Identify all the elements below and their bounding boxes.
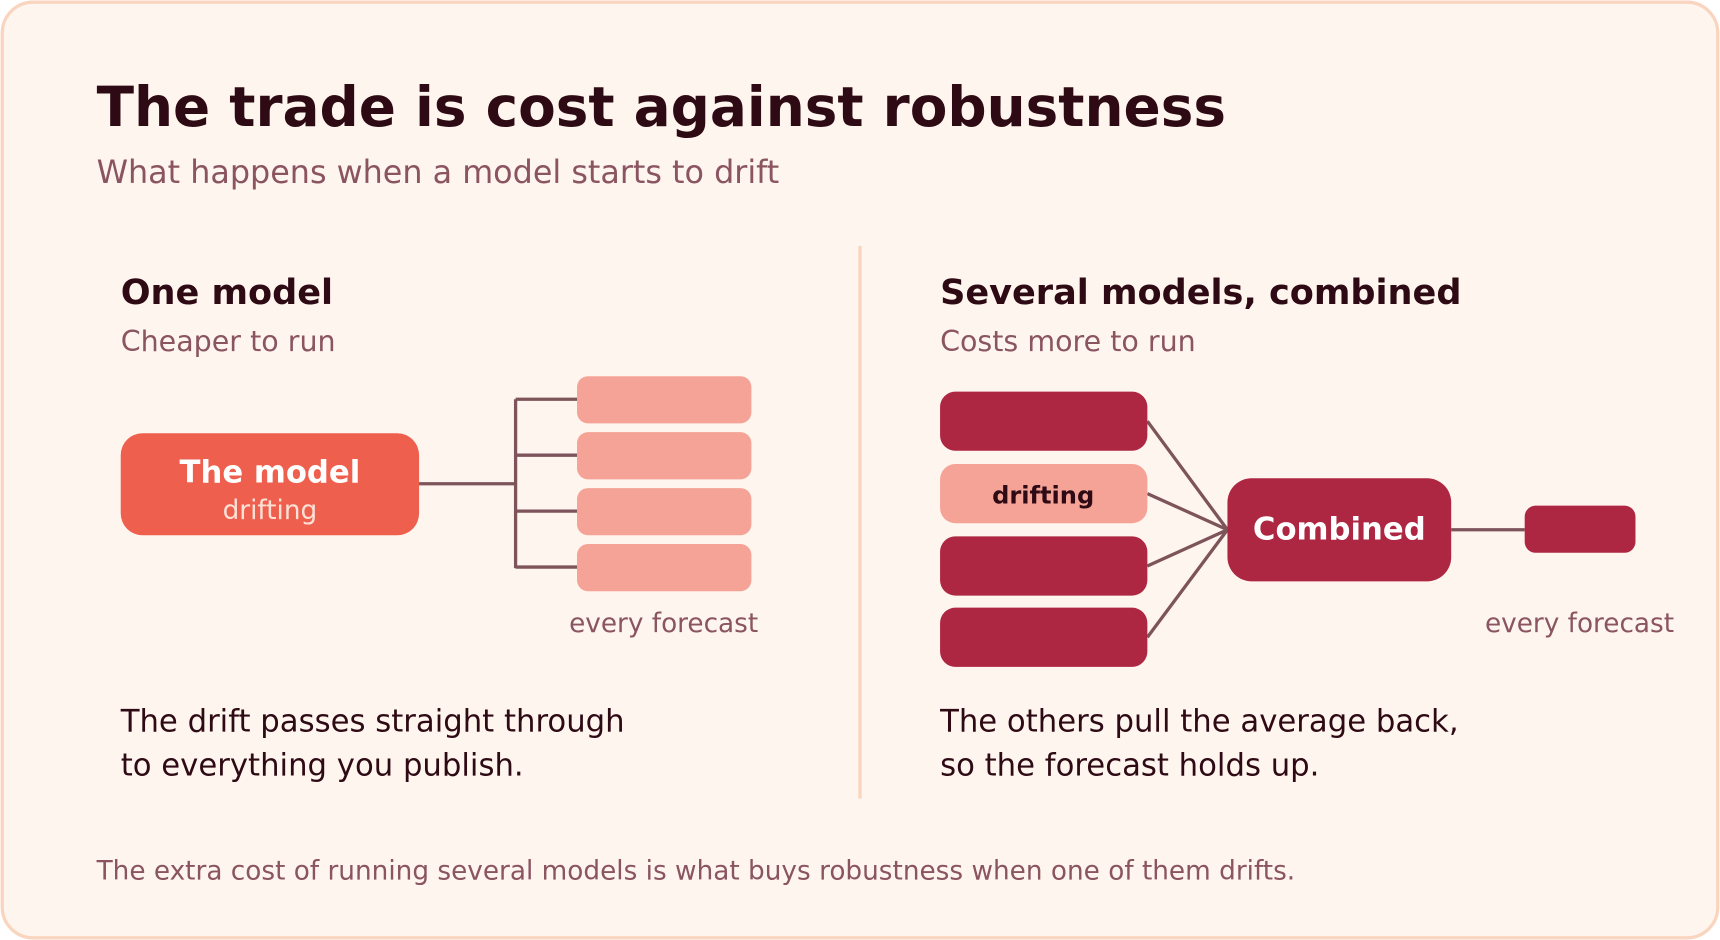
panel-subheading: Cheaper to run: [121, 325, 336, 358]
output-box: [577, 544, 752, 592]
caption-line: The drift passes straight through: [120, 704, 625, 740]
caption-line: to everything you publish.: [121, 747, 524, 783]
input-label: drifting: [992, 481, 1094, 509]
caption-line: The others pull the average back,: [939, 704, 1459, 740]
panel-heading: One model: [121, 272, 333, 313]
outputs-label: every forecast: [569, 609, 758, 639]
panel-subheading: Costs more to run: [940, 325, 1196, 358]
node-label: The model: [180, 455, 361, 491]
input-box: [940, 536, 1148, 596]
input-box: [940, 607, 1148, 667]
node-label: Combined: [1253, 512, 1426, 548]
output-box: [577, 376, 752, 424]
input-box: [940, 463, 1148, 524]
output-box: [1524, 505, 1636, 553]
connector: [419, 397, 578, 569]
caption-line: so the forecast holds up.: [940, 747, 1319, 783]
input-box: [940, 391, 1148, 451]
combined-node: [1227, 478, 1452, 582]
title: The trade is cost against robustness: [97, 75, 1226, 139]
model-node: [120, 433, 420, 536]
connector: [1146, 420, 1525, 639]
output-box: [577, 432, 752, 480]
footer: The extra cost of running several models…: [96, 857, 1296, 887]
node-sublabel: drifting: [223, 496, 318, 526]
outputs-label: every forecast: [1485, 609, 1674, 639]
panel-heading: Several models, combined: [940, 272, 1461, 313]
output-box: [577, 488, 752, 536]
subtitle: What happens when a model starts to drif…: [97, 154, 780, 191]
